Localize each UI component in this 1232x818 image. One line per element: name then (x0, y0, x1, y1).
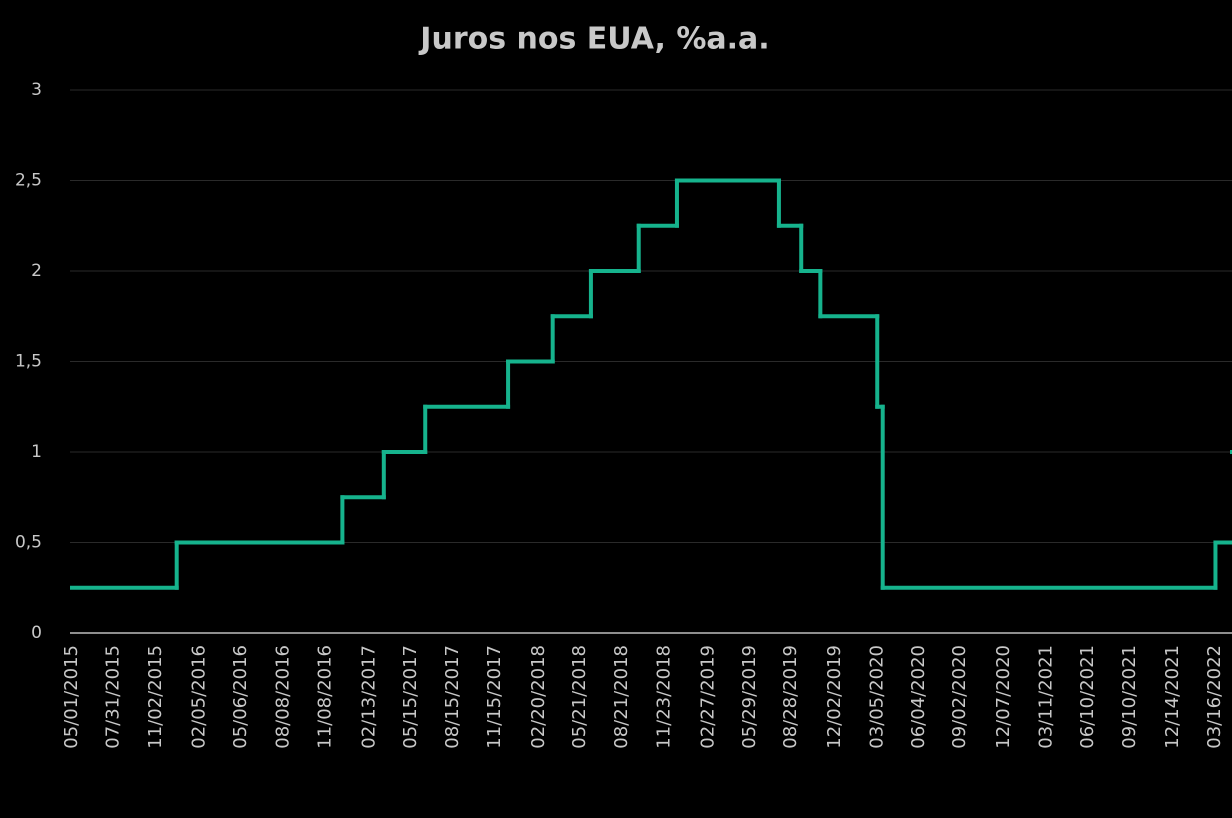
x-tick-label: 11/08/2016 (315, 645, 336, 749)
y-tick-label: 1,5 (15, 352, 42, 372)
x-tick-label: 03/16/2022 (1204, 645, 1225, 749)
x-tick-label: 08/08/2016 (273, 645, 294, 749)
x-tick-label: 05/06/2016 (230, 645, 251, 749)
x-tick-label: 06/04/2020 (908, 645, 929, 749)
x-tick-label: 05/29/2019 (739, 645, 760, 749)
y-tick-label: 3 (31, 80, 42, 100)
x-tick-label: 09/10/2021 (1119, 645, 1140, 749)
y-tick-label: 0 (31, 623, 42, 643)
x-tick-label: 05/15/2017 (400, 645, 421, 749)
x-tick-label: 12/02/2019 (824, 645, 845, 749)
x-tick-label: 02/13/2017 (359, 645, 380, 749)
y-tick-label: 2 (31, 261, 42, 281)
x-tick-label: 08/15/2017 (442, 645, 463, 749)
x-tick-label: 06/10/2021 (1077, 645, 1098, 749)
y-tick-label: 2,5 (15, 171, 42, 191)
x-tick-label: 12/14/2021 (1162, 645, 1183, 749)
x-tick-label: 02/05/2016 (188, 645, 209, 749)
x-tick-label: 11/23/2018 (654, 645, 675, 749)
chart-title: Juros nos EUA, %a.a. (418, 22, 769, 57)
x-tick-label: 03/11/2021 (1036, 645, 1057, 749)
x-tick-label: 02/20/2018 (528, 645, 549, 749)
x-tick-label: 05/21/2018 (569, 645, 590, 749)
x-tick-label: 11/15/2017 (484, 645, 505, 749)
x-tick-label: 11/02/2015 (145, 645, 166, 749)
x-tick-label: 02/27/2019 (697, 645, 718, 749)
x-tick-label: 08/21/2018 (611, 645, 632, 749)
x-tick-label: 05/01/2015 (61, 645, 82, 749)
x-tick-label: 03/05/2020 (867, 645, 888, 749)
x-tick-label: 08/28/2019 (780, 645, 801, 749)
x-tick-label: 09/02/2020 (949, 645, 970, 749)
y-tick-label: 0,5 (15, 533, 42, 553)
y-tick-label: 1 (31, 442, 42, 462)
x-tick-label: 07/31/2015 (102, 645, 123, 749)
x-tick-label: 12/07/2020 (993, 645, 1014, 749)
